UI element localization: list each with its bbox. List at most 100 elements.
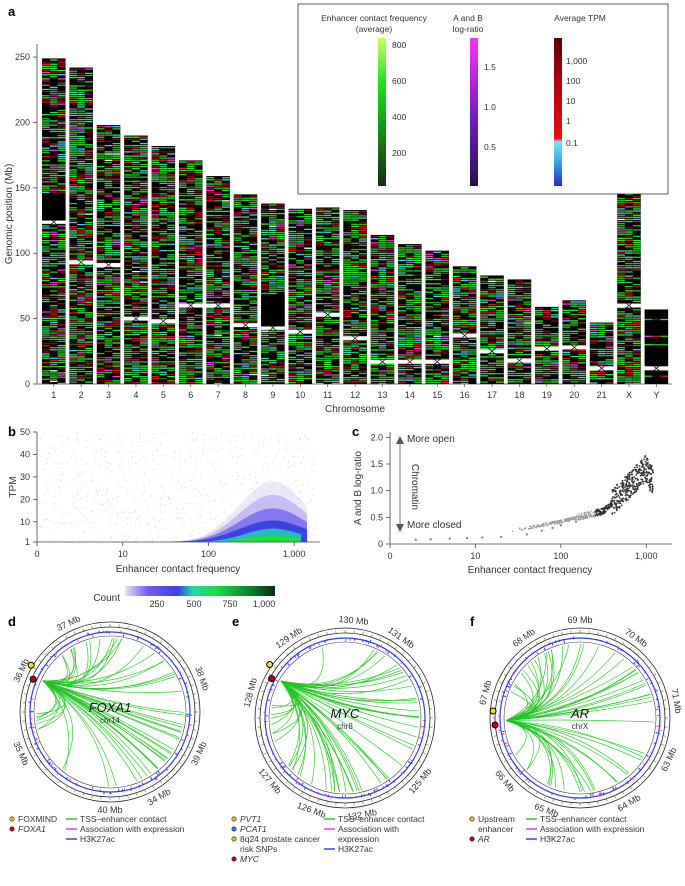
- band: [425, 379, 434, 382]
- band: [625, 252, 633, 254]
- density-dot: [237, 455, 239, 457]
- band: [194, 178, 203, 180]
- density-dot: [106, 474, 108, 476]
- band: [249, 338, 258, 340]
- density-dot: [99, 487, 101, 489]
- band: [535, 320, 543, 322]
- band: [233, 226, 242, 229]
- band: [49, 174, 58, 177]
- band: [49, 233, 58, 235]
- band: [468, 374, 477, 376]
- band: [304, 377, 312, 380]
- band: [589, 371, 598, 374]
- band: [233, 291, 242, 294]
- band: [178, 276, 187, 279]
- band: [550, 360, 559, 362]
- band: [351, 360, 359, 362]
- band: [460, 292, 469, 294]
- band: [425, 306, 434, 308]
- band: [42, 361, 50, 364]
- band: [268, 212, 277, 215]
- band: [359, 225, 367, 228]
- band: [132, 266, 140, 269]
- band: [69, 331, 78, 333]
- band: [139, 212, 148, 214]
- band: [96, 367, 105, 369]
- band: [550, 366, 559, 368]
- density-dot: [186, 436, 188, 438]
- band: [85, 282, 93, 285]
- band: [214, 361, 222, 364]
- band: [104, 155, 113, 157]
- band: [331, 338, 340, 340]
- band: [77, 152, 85, 154]
- band: [617, 313, 625, 315]
- band: [241, 312, 250, 315]
- band: [413, 366, 422, 369]
- density-dot: [80, 472, 82, 474]
- density-dot: [272, 482, 274, 484]
- density-dot: [185, 512, 187, 514]
- band: [186, 327, 195, 329]
- band: [139, 237, 148, 239]
- band: [42, 187, 50, 189]
- band: [206, 237, 214, 240]
- band: [370, 349, 379, 351]
- band: [597, 373, 606, 376]
- band: [139, 283, 148, 285]
- band: [597, 323, 606, 325]
- band: [42, 227, 50, 229]
- band: [625, 374, 633, 376]
- band: [425, 323, 434, 325]
- band: [535, 379, 543, 381]
- band: [222, 324, 230, 326]
- density-dot: [293, 455, 295, 457]
- band: [167, 380, 175, 382]
- band: [495, 289, 504, 291]
- band: [178, 228, 187, 230]
- band: [268, 347, 277, 349]
- density-dot: [236, 472, 238, 474]
- band: [186, 278, 195, 281]
- band: [124, 239, 132, 241]
- band: [194, 362, 203, 365]
- band: [49, 111, 58, 114]
- band: [194, 348, 203, 350]
- density-dot: [190, 456, 192, 458]
- band: [159, 361, 168, 363]
- band: [249, 312, 258, 315]
- band: [178, 173, 187, 176]
- band: [124, 136, 132, 138]
- band: [233, 371, 242, 374]
- x-tick-label: 11: [323, 390, 332, 400]
- band: [104, 180, 113, 182]
- y-tick-label: 0: [25, 379, 30, 389]
- band: [233, 231, 242, 233]
- band: [241, 359, 250, 361]
- band: [351, 244, 359, 246]
- band: [268, 282, 277, 284]
- band: [77, 154, 85, 156]
- band: [343, 360, 351, 362]
- band: [77, 215, 85, 217]
- band: [441, 325, 449, 327]
- band: [398, 247, 406, 249]
- density-dot: [152, 459, 154, 461]
- band: [49, 281, 58, 284]
- chromosome-21: [588, 322, 615, 384]
- band: [589, 329, 598, 332]
- band: [515, 280, 524, 282]
- band: [433, 306, 441, 308]
- band: [343, 328, 351, 330]
- band: [625, 380, 633, 382]
- band: [57, 229, 66, 231]
- band: [261, 284, 269, 286]
- band: [139, 218, 148, 220]
- band: [194, 350, 203, 352]
- band: [589, 336, 598, 338]
- band: [85, 114, 93, 117]
- band: [139, 235, 148, 237]
- band: [370, 277, 379, 280]
- band: [480, 312, 488, 314]
- band: [343, 316, 351, 318]
